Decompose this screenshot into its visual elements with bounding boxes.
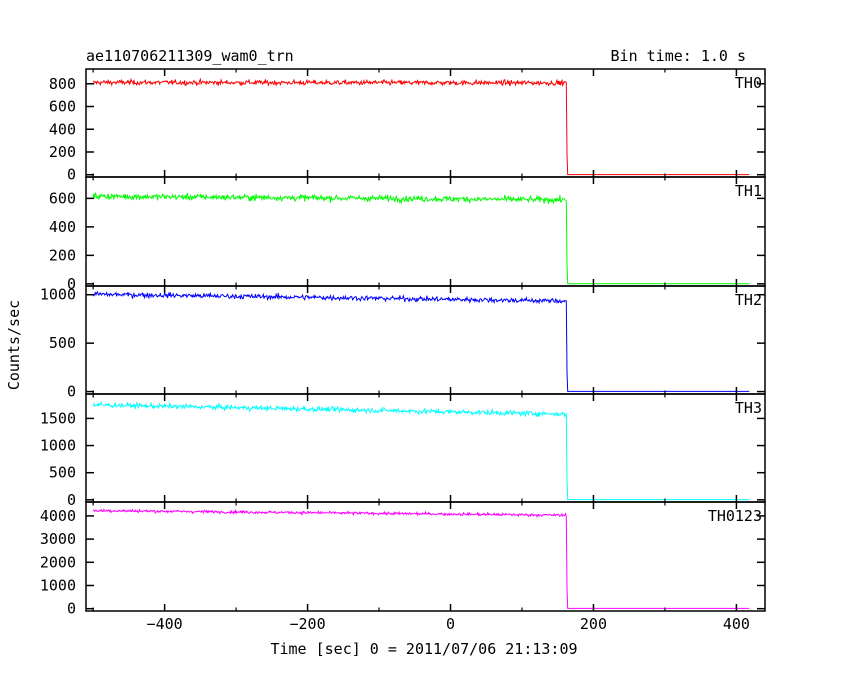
series-line-th2 (92, 290, 750, 392)
y-tick-label: 200 (49, 143, 76, 161)
panel-label: TH2 (735, 291, 762, 309)
series-line-th0123 (92, 508, 750, 609)
y-tick-label: 500 (49, 334, 76, 352)
x-tick-label: 0 (446, 615, 455, 633)
panel-label: TH0 (735, 74, 762, 92)
y-tick-label: 1000 (40, 437, 76, 455)
y-tick-label: 2000 (40, 553, 76, 571)
series-line-th1 (92, 192, 750, 285)
y-tick-label: 600 (49, 98, 76, 116)
x-tick-label: 200 (580, 615, 607, 633)
y-tick-label: 4000 (40, 507, 76, 525)
y-tick-label: 500 (49, 464, 76, 482)
panel-th0: 0 200 400 600 800 TH0 (49, 68, 766, 184)
y-tick-label: 0 (67, 383, 76, 401)
y-axis-label: Counts/sec (5, 300, 23, 390)
chart-title: ae110706211309_wam0_trn (86, 47, 294, 65)
y-tick-label: 1000 (40, 576, 76, 594)
panel-label: TH3 (735, 399, 762, 417)
panel-frame (85, 285, 766, 395)
x-tick-label: −200 (290, 615, 326, 633)
panel-frame (85, 501, 766, 612)
y-tick-label: 0 (67, 600, 76, 618)
panel-label: TH0123 (708, 507, 762, 525)
panel-th2: 0 500 1000 TH2 (40, 285, 766, 401)
series-line-th0 (92, 77, 750, 176)
y-tick-label: 400 (49, 218, 76, 236)
y-tick-label: 0 (67, 491, 76, 509)
x-tick-label: 400 (723, 615, 750, 633)
panel-label: TH1 (735, 182, 762, 200)
x-axis-label: Time [sec] 0 = 2011/07/06 21:13:09 (270, 640, 577, 658)
y-tick-label: 1500 (40, 409, 76, 427)
panel-frame (85, 68, 766, 178)
panel-th1: 0 200 400 600 TH1 (49, 176, 766, 293)
y-tick-label: 1000 (40, 286, 76, 304)
y-tick-label: 3000 (40, 530, 76, 548)
y-tick-label: 600 (49, 189, 76, 207)
panels-group: 0 200 400 600 800 TH0 0 200 400 600 TH1 0 500 1000 TH2… (40, 68, 766, 633)
y-tick-label: 800 (49, 75, 76, 93)
y-tick-label: 400 (49, 120, 76, 138)
series-line-th3 (92, 400, 750, 501)
chart-subtitle: Bin time: 1.0 s (611, 47, 746, 65)
x-tick-label: −400 (147, 615, 183, 633)
panel-th3: 0 500 1000 1500 TH3 (40, 393, 766, 509)
y-tick-label: 200 (49, 246, 76, 264)
y-tick-label: 0 (67, 166, 76, 184)
y-tick-label: 0 (67, 275, 76, 293)
